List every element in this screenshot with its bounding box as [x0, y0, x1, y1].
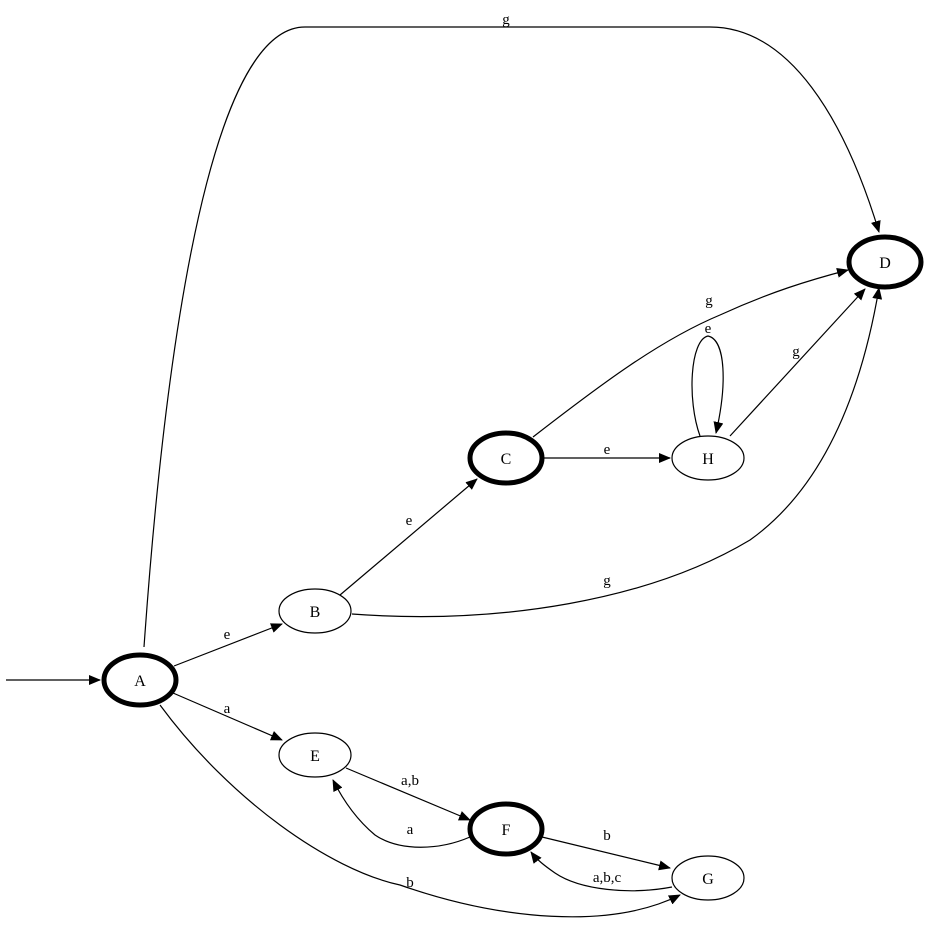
edge-A-B: e: [174, 624, 282, 666]
state-label: A: [134, 673, 146, 690]
edge-G-F: a,b,c: [531, 852, 672, 891]
edge-label: b: [406, 875, 414, 891]
state-H: H: [672, 436, 744, 480]
edge-label: a,b: [401, 773, 419, 789]
edge-label: a: [224, 701, 231, 717]
edge-A-E: a: [173, 693, 282, 740]
state-E: E: [279, 733, 351, 777]
state-label: E: [310, 748, 320, 765]
edge-C-D: g: [533, 270, 848, 437]
state-B: B: [279, 589, 351, 633]
state-F: F: [470, 804, 542, 854]
edge-label: e: [604, 442, 611, 458]
state-label: G: [702, 871, 714, 888]
state-label: C: [501, 451, 512, 468]
edge-label: g: [502, 12, 510, 28]
edge-E-F: a,b: [346, 768, 470, 820]
state-D: D: [849, 237, 921, 287]
state-A: A: [104, 655, 176, 705]
edge-label: b: [603, 828, 611, 844]
edge-label: e: [406, 513, 413, 529]
edge-label: e: [224, 627, 231, 643]
edge-label: g: [603, 573, 611, 589]
state-G: G: [672, 856, 744, 900]
edge-B-D: g: [352, 288, 879, 617]
edge-C-H: e: [543, 442, 670, 458]
edge-label: a: [407, 822, 414, 838]
edge-H-H: e: [692, 321, 723, 436]
edge-label: e: [705, 321, 712, 337]
edge-label: g: [705, 293, 713, 309]
edge-F-E: a: [333, 780, 470, 847]
state-C: C: [470, 433, 542, 483]
edge-label: g: [792, 344, 800, 360]
state-label: B: [310, 604, 321, 621]
edge-F-G: b: [542, 828, 670, 868]
state-label: F: [502, 822, 511, 839]
edge-label: a,b,c: [593, 870, 622, 886]
state-label: D: [879, 255, 891, 272]
edge-A-D: g: [144, 12, 879, 647]
state-label: H: [702, 451, 714, 468]
edge-B-C: e: [340, 479, 477, 595]
